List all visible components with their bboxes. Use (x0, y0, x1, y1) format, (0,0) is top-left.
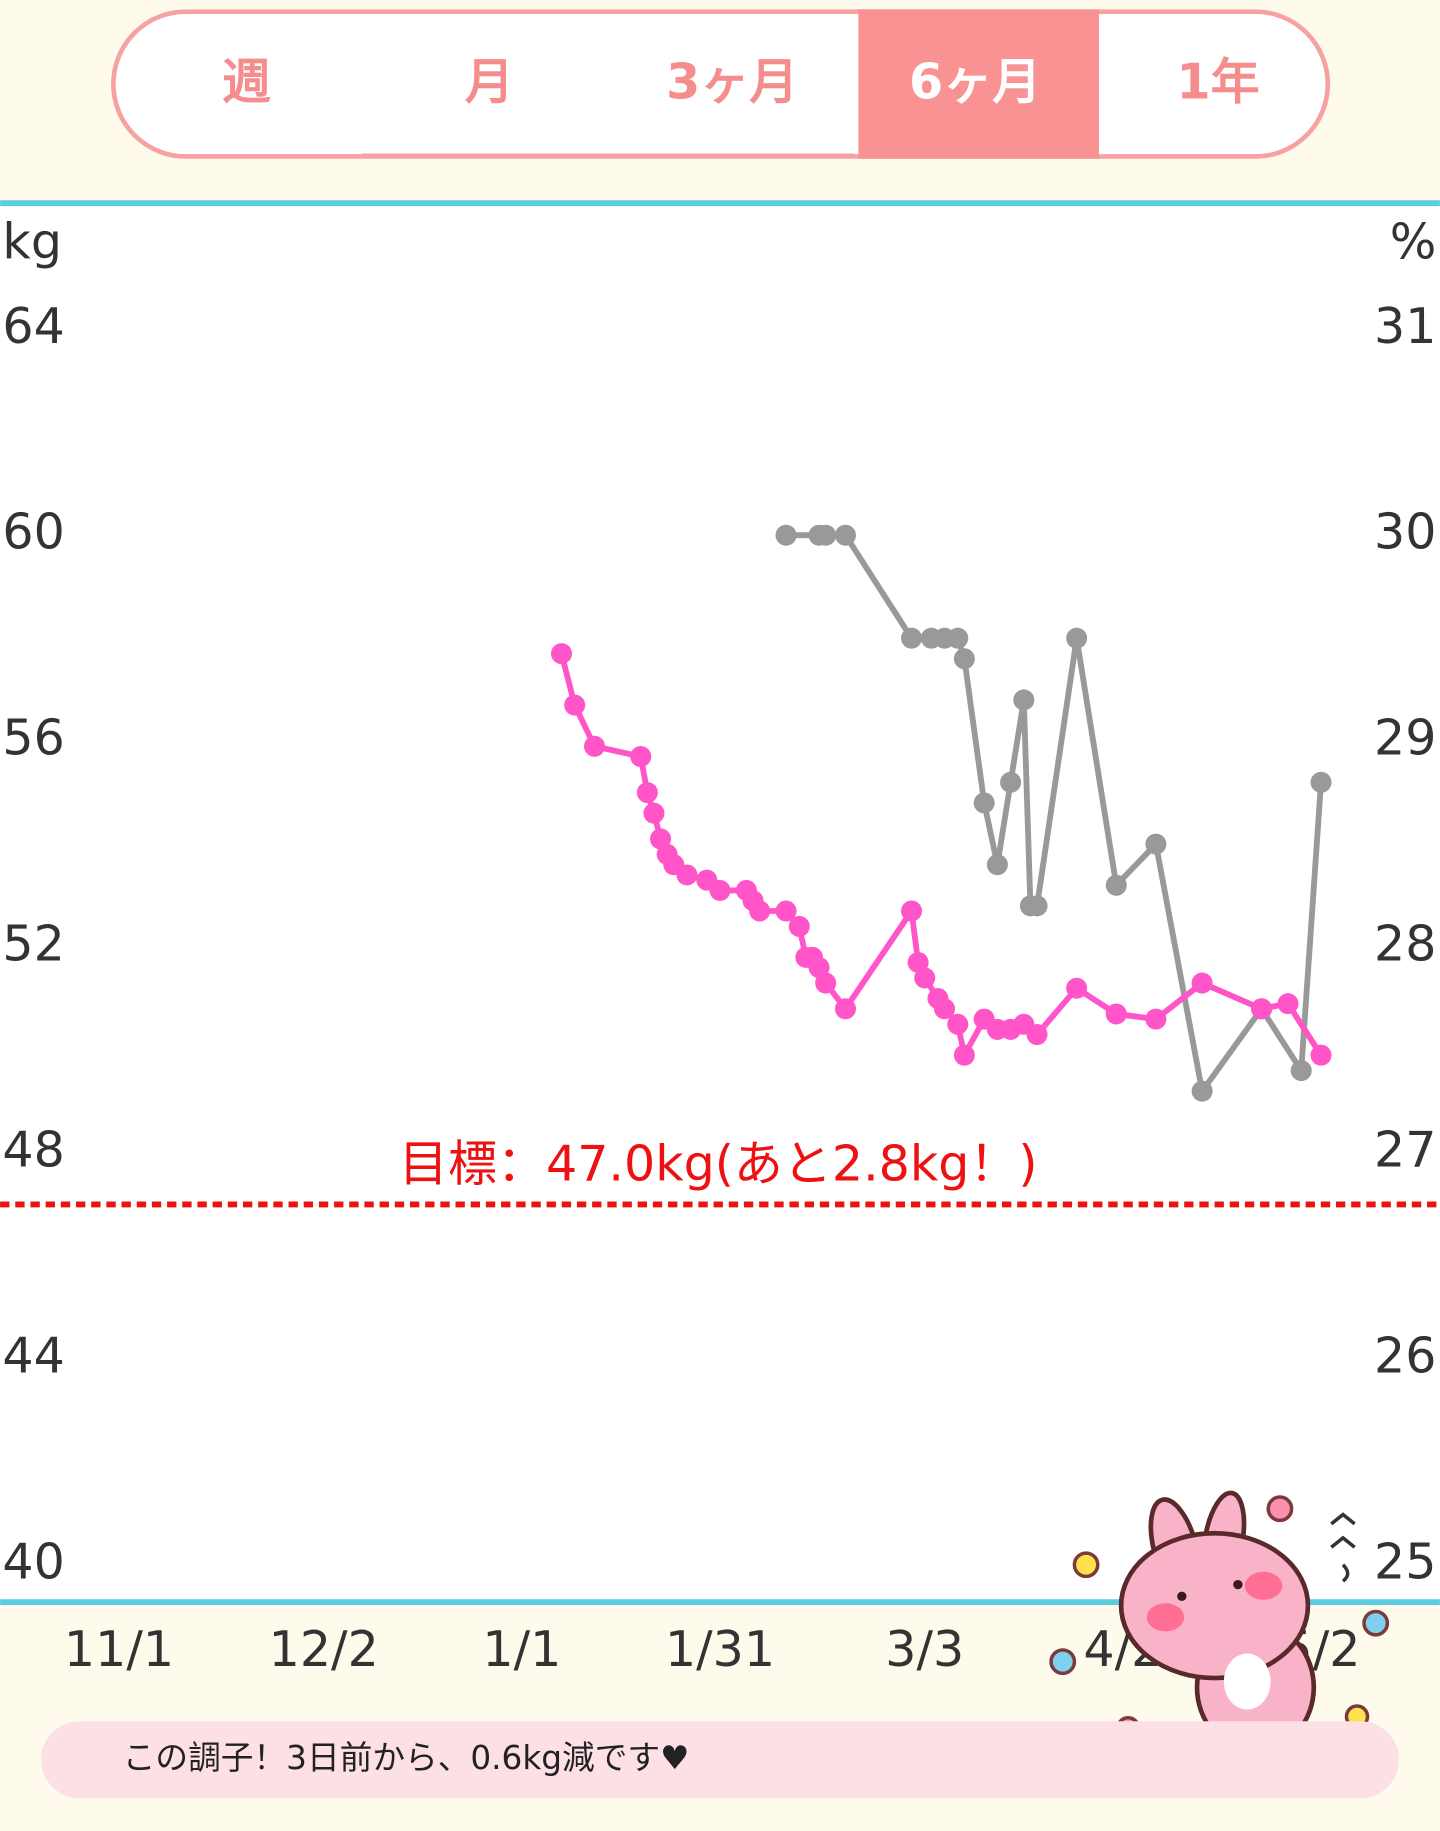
data-point (775, 524, 797, 546)
y2-tick-label: 27 (1374, 1120, 1436, 1178)
y2-axis-label: % (1390, 213, 1437, 271)
x-tick-label: 12/2 (269, 1620, 379, 1678)
data-point (815, 524, 837, 546)
tab-bar: 週 月 3ヶ月 6ヶ月 1年 (111, 9, 1331, 159)
data-point (986, 854, 1008, 876)
y2-tick-label: 26 (1374, 1326, 1436, 1384)
tab[interactable]: 月 (465, 53, 514, 111)
plot: 40 44 48 52 56 60 64 25 26 27 28 29 30 31 目標：47.0kg(あと… (0, 297, 1440, 1590)
tab[interactable]: 6ヶ月 (909, 53, 1041, 111)
data-point (1066, 627, 1088, 649)
footer-background (40, 1721, 1400, 1799)
data-point (901, 627, 923, 649)
data-point (815, 972, 837, 994)
data-point (709, 879, 731, 901)
rabbit-belly (1223, 1653, 1271, 1710)
data-point (1145, 1008, 1167, 1030)
x-tick-label: 3/3 (885, 1620, 964, 1678)
data-point (788, 915, 810, 937)
data-point (947, 627, 969, 649)
data-point (834, 524, 856, 546)
data-point (1310, 771, 1332, 793)
data-point (1013, 689, 1035, 711)
data-point (947, 1013, 969, 1035)
y2-tick-label: 29 (1374, 709, 1436, 767)
series-line (786, 532, 1324, 1095)
data-point (953, 648, 975, 670)
data-point (636, 782, 658, 804)
y-tick-label: 64 (2, 297, 64, 355)
y2-tick-label: 25 (1374, 1532, 1436, 1590)
y2-tick-label: 28 (1374, 915, 1436, 973)
data-point (550, 643, 572, 665)
chart-background (0, 205, 1440, 1603)
y2-tick-label: 30 (1374, 503, 1436, 561)
data-point (1191, 972, 1213, 994)
data-point (775, 900, 797, 922)
footer: この調子！3日前から、0.6kg減です♥ (40, 1721, 1400, 1799)
data-point (564, 694, 586, 716)
tab[interactable]: 1年 (1176, 53, 1259, 111)
goal-label: 目標：47.0kg(あと2.8kg！) (399, 1135, 1038, 1193)
x-tick-label: 1/1 (482, 1620, 561, 1678)
y-tick-label: 44 (2, 1326, 64, 1384)
data-point (1105, 874, 1127, 896)
y2-tick-label: 31 (1374, 297, 1436, 355)
y-tick-label: 52 (2, 915, 64, 973)
data-point (1026, 1024, 1048, 1046)
y-axis-label: kg (2, 213, 62, 271)
data-point (676, 864, 698, 886)
data-point (1026, 895, 1048, 917)
data-point (953, 1044, 975, 1066)
y-tick-label: 56 (2, 709, 64, 767)
data-point (1251, 998, 1273, 1020)
data-point (749, 900, 771, 922)
data-point (834, 998, 856, 1020)
data-point (901, 900, 923, 922)
y-tick-label: 40 (2, 1532, 64, 1590)
tab[interactable]: 週 (222, 53, 271, 111)
data-point (630, 746, 652, 768)
data-point (1191, 1080, 1213, 1102)
data-point (1000, 771, 1022, 793)
data-point (1066, 977, 1088, 999)
selected-tab (858, 9, 1099, 159)
data-point (584, 735, 606, 757)
data-point (1105, 1003, 1127, 1025)
data-point (914, 967, 936, 989)
y-tick-label: 60 (2, 503, 64, 561)
x-tick-label: 11/1 (64, 1620, 174, 1678)
x-axis: 11/1 12/2 1/1 1/31 3/3 4/2 5/2 (64, 1620, 1361, 1678)
data-point (1145, 833, 1167, 855)
data-point (643, 802, 665, 824)
data-point (1310, 1044, 1332, 1066)
tab[interactable]: 3ヶ月 (666, 53, 798, 111)
data-point (1277, 993, 1299, 1015)
data-point (934, 998, 956, 1020)
data-point (1290, 1060, 1312, 1082)
y-tick-label: 48 (2, 1120, 64, 1178)
footer-message: この調子！3日前から、0.6kg減です♥ (123, 1739, 690, 1777)
x-tick-label: 1/31 (665, 1620, 775, 1678)
data-point (973, 792, 995, 814)
